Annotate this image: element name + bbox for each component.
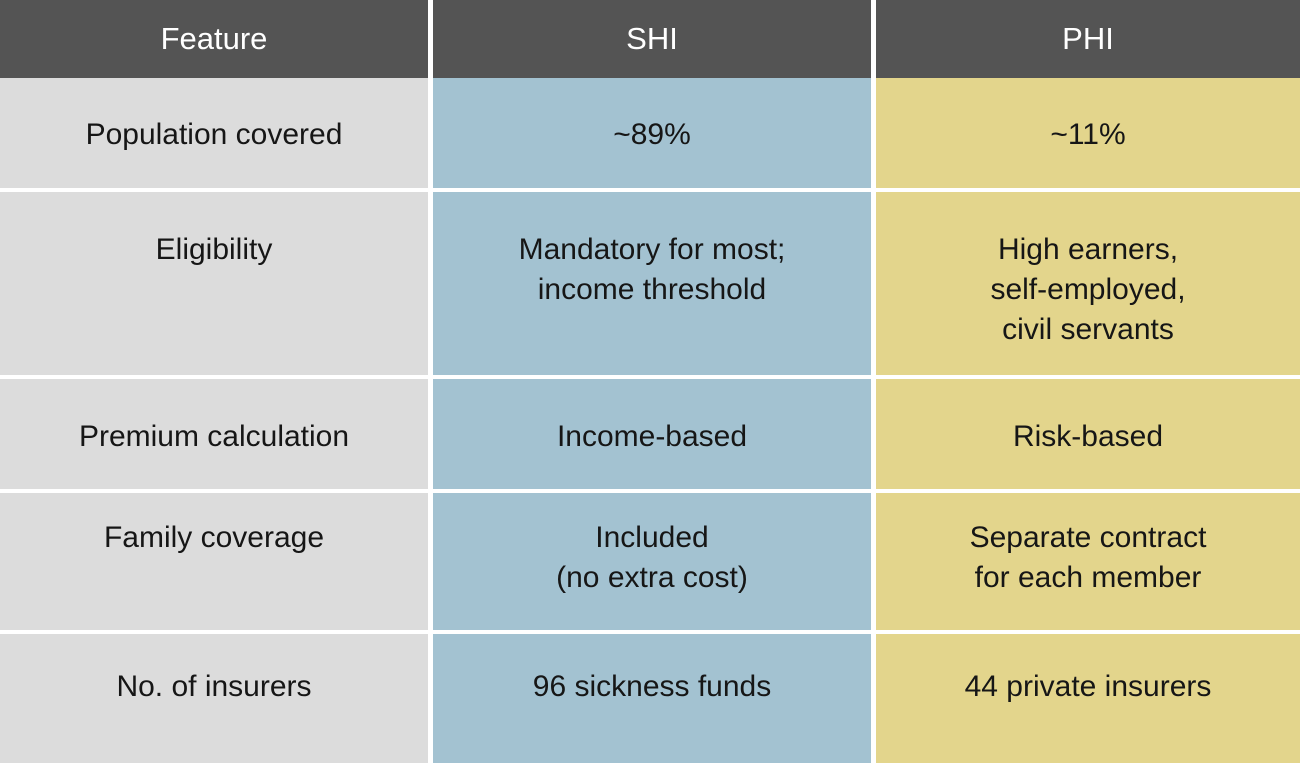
header-row: Feature SHI PHI	[0, 0, 1300, 78]
shi-value-population-covered: ~89%	[433, 78, 871, 188]
shi-value-no-of-insurers: 96 sickness funds	[433, 634, 871, 763]
phi-value-premium-calculation: Risk-based	[876, 379, 1300, 489]
table-row-no-of-insurers: No. of insurers 96 sickness funds 44 pri…	[0, 634, 1300, 763]
table-row-premium-calculation: Premium calculation Income-based Risk-ba…	[0, 379, 1300, 489]
shi-value-eligibility: Mandatory for most; income threshold	[433, 192, 871, 375]
shi-value-premium-calculation: Income-based	[433, 379, 871, 489]
row-label-eligibility: Eligibility	[0, 192, 428, 375]
phi-column-header: PHI	[876, 0, 1300, 78]
table-row-family-coverage: Family coverage Included (no extra cost)…	[0, 493, 1300, 630]
phi-value-family-coverage: Separate contract for each member	[876, 493, 1300, 630]
table-row-population-covered: Population covered ~89% ~11%	[0, 78, 1300, 188]
phi-value-population-covered: ~11%	[876, 78, 1300, 188]
shi-column-header: SHI	[433, 0, 871, 78]
feature-column-header: Feature	[0, 0, 428, 78]
phi-value-no-of-insurers: 44 private insurers	[876, 634, 1300, 763]
row-label-family-coverage: Family coverage	[0, 493, 428, 630]
table-row-eligibility: Eligibility Mandatory for most; income t…	[0, 192, 1300, 375]
row-label-no-of-insurers: No. of insurers	[0, 634, 428, 763]
row-label-population-covered: Population covered	[0, 78, 428, 188]
shi-value-family-coverage: Included (no extra cost)	[433, 493, 871, 630]
row-label-premium-calculation: Premium calculation	[0, 379, 428, 489]
phi-value-eligibility: High earners, self-employed, civil serva…	[876, 192, 1300, 375]
